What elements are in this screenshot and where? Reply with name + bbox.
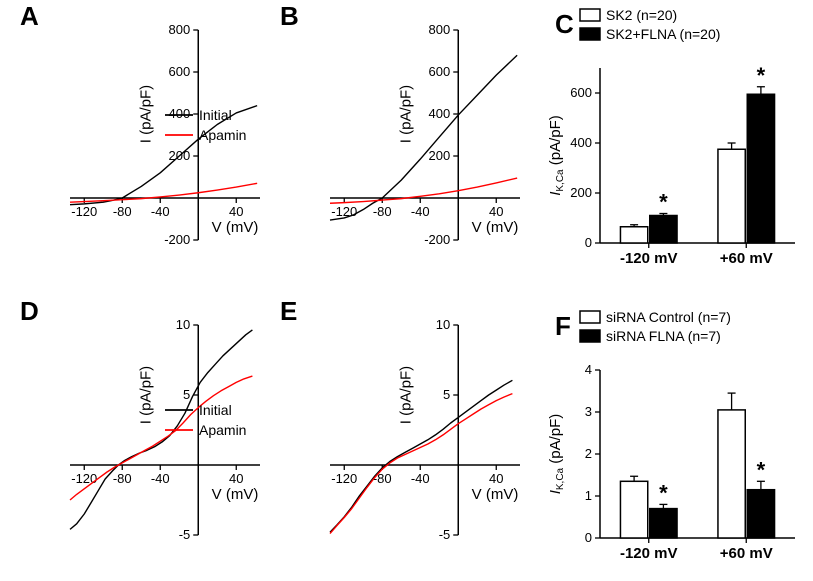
bar-open [620, 481, 647, 538]
legend-label-filled: SK2+FLNA (n=20) [606, 26, 720, 42]
x-tick-label: 40 [229, 204, 243, 219]
y-tick-label: 10 [176, 317, 190, 332]
x-tick-label: -80 [373, 204, 392, 219]
y-tick-label: -200 [164, 232, 190, 247]
y-tick-label: 600 [429, 64, 451, 79]
legend-swatch-open [580, 9, 600, 21]
bar-y-tick-label: 600 [570, 85, 592, 100]
x-axis-label: V (mV) [212, 219, 259, 236]
x-tick-label: -40 [151, 204, 170, 219]
y-tick-label: 5 [443, 387, 450, 402]
legend-label-apamin: Apamin [199, 127, 246, 143]
bar-filled [747, 94, 774, 243]
legend-label-initial: Initial [199, 402, 232, 418]
y-axis-label: I (pA/pF) [397, 366, 414, 424]
bar-y-tick-label: 0 [585, 235, 592, 250]
figure-svg: A-120-80-4040-200200400600800V (mV)I (pA… [0, 0, 813, 581]
x-tick-label: -80 [373, 471, 392, 486]
bar-open [718, 149, 745, 243]
y-axis-label: I (pA/pF) [397, 85, 414, 143]
bar-filled [650, 216, 677, 244]
legend-swatch-filled [580, 330, 600, 342]
bar-y-axis-label: IK,Ca (pA/pF) [547, 414, 566, 495]
x-tick-label: -40 [151, 471, 170, 486]
x-tick-label: 40 [489, 204, 503, 219]
panel-letter: E [280, 296, 297, 326]
x-tick-label: -80 [113, 204, 132, 219]
y-tick-label: 800 [169, 22, 191, 37]
legend-label-initial: Initial [199, 107, 232, 123]
y-tick-label: -5 [179, 527, 191, 542]
x-tick-label: -40 [411, 471, 430, 486]
x-tick-label: -120 [331, 204, 357, 219]
y-tick-label: -200 [424, 232, 450, 247]
significance-star: * [757, 63, 766, 88]
panel-letter: F [555, 311, 571, 341]
x-tick-label: 40 [489, 471, 503, 486]
bar-y-tick-label: 0 [585, 530, 592, 545]
y-tick-label: 200 [429, 148, 451, 163]
y-tick-label: 800 [429, 22, 451, 37]
bar-x-label: -120 mV [620, 545, 678, 562]
bar-y-tick-label: 400 [570, 135, 592, 150]
x-axis-label: V (mV) [472, 219, 519, 236]
panel-letter: C [555, 9, 574, 39]
legend-label-apamin: Apamin [199, 422, 246, 438]
y-tick-label: 10 [436, 317, 450, 332]
bar-filled [747, 490, 774, 538]
y-tick-label: 600 [169, 64, 191, 79]
legend-swatch-open [580, 311, 600, 323]
significance-star: * [659, 480, 668, 505]
trace-initial [330, 380, 512, 532]
panel-letter: A [20, 1, 39, 31]
bar-y-tick-label: 200 [570, 185, 592, 200]
x-tick-label: -80 [113, 471, 132, 486]
bar-open [620, 227, 647, 243]
x-tick-label: -120 [71, 471, 97, 486]
legend-swatch-filled [580, 28, 600, 40]
significance-star: * [659, 190, 668, 215]
legend-label-open: siRNA Control (n=7) [606, 309, 731, 325]
y-axis-label: I (pA/pF) [137, 85, 154, 143]
y-tick-label: 400 [429, 106, 451, 121]
trace-apamin [70, 183, 257, 202]
panel-letter: B [280, 1, 299, 31]
bar-y-tick-label: 3 [585, 404, 592, 419]
x-axis-label: V (mV) [212, 486, 259, 503]
bar-x-label: +60 mV [720, 250, 773, 267]
bar-filled [650, 509, 677, 538]
legend-label-open: SK2 (n=20) [606, 7, 677, 23]
bar-open [718, 410, 745, 538]
trace-apamin [330, 394, 512, 534]
x-tick-label: 40 [229, 471, 243, 486]
x-tick-label: -120 [71, 204, 97, 219]
bar-y-tick-label: 2 [585, 446, 592, 461]
bar-y-tick-label: 1 [585, 488, 592, 503]
panel-letter: D [20, 296, 39, 326]
x-tick-label: -40 [411, 204, 430, 219]
x-axis-label: V (mV) [472, 486, 519, 503]
bar-x-label: -120 mV [620, 250, 678, 267]
y-tick-label: 5 [183, 387, 190, 402]
y-tick-label: -5 [439, 527, 451, 542]
x-tick-label: -120 [331, 471, 357, 486]
significance-star: * [757, 457, 766, 482]
y-tick-label: 400 [169, 106, 191, 121]
legend-label-filled: siRNA FLNA (n=7) [606, 328, 721, 344]
bar-x-label: +60 mV [720, 545, 773, 562]
bar-y-tick-label: 4 [585, 362, 592, 377]
trace-apamin [330, 178, 517, 203]
y-axis-label: I (pA/pF) [137, 366, 154, 424]
bar-y-axis-label: IK,Ca (pA/pF) [547, 115, 566, 196]
